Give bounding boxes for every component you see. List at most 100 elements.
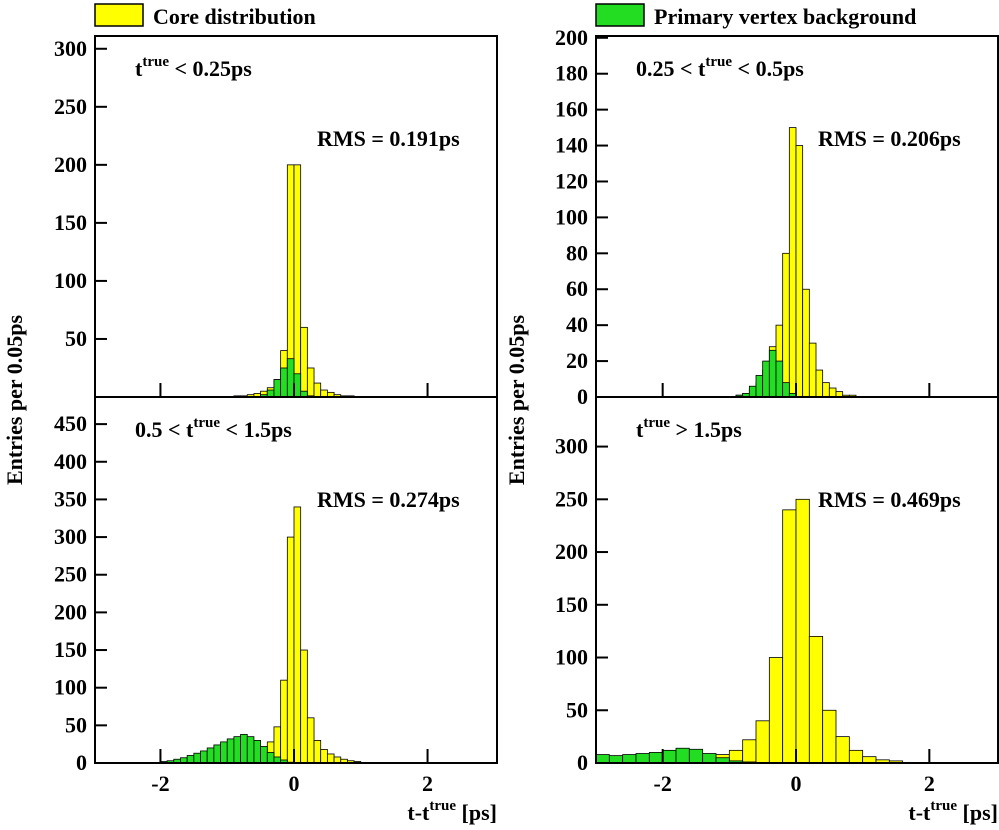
histogram-bar — [266, 752, 275, 764]
x-axis-title-part: [ps] — [957, 800, 998, 825]
y-tick-label: 300 — [555, 434, 588, 459]
histogram-bar — [293, 164, 302, 398]
legend-swatch — [94, 3, 144, 27]
y-tick-label: 100 — [555, 645, 588, 670]
legend-swatch — [595, 3, 645, 27]
x-tick-label: -2 — [654, 771, 672, 796]
histogram-bar — [306, 717, 315, 764]
histogram-bar — [848, 749, 864, 764]
y-tick-label: 80 — [566, 240, 588, 265]
histogram-bar — [320, 389, 328, 398]
histogram-bar — [280, 679, 288, 764]
histogram-bar — [782, 382, 790, 398]
histogram-bar — [206, 747, 215, 764]
y-tick-label: 350 — [54, 486, 87, 511]
y-tick-label: 20 — [566, 348, 588, 373]
x-axis-title: t-ttrue [ps] — [407, 798, 497, 825]
histogram-bar — [286, 358, 295, 398]
x-axis-title-part: t-t — [407, 800, 430, 825]
rms-label: RMS = 0.191ps — [317, 126, 460, 151]
histogram-bar — [320, 749, 328, 764]
panel-frame — [94, 396, 498, 764]
histogram-bar — [220, 741, 228, 764]
y-tick-label: 150 — [54, 637, 87, 662]
y-tick-label: 200 — [555, 539, 588, 564]
legend-label: Core distribution — [153, 4, 316, 29]
legend-label: Primary vertex background — [654, 4, 916, 29]
y-tick-label: 40 — [566, 312, 588, 337]
panel-annotation-part: 0.5 < t — [135, 417, 194, 442]
histogram-bar — [808, 636, 824, 764]
y-tick-label: 250 — [54, 94, 87, 119]
y-tick-label: 300 — [54, 524, 87, 549]
panel-annotation-part: > 1.5ps — [670, 417, 742, 442]
histogram-bar — [300, 649, 308, 764]
histogram-bar — [755, 375, 764, 398]
y-tick-label: 0 — [76, 750, 87, 775]
y-tick-label: 150 — [54, 210, 87, 235]
y-tick-label: 0 — [577, 384, 588, 409]
histogram-bar — [782, 509, 797, 764]
histogram-bar — [293, 373, 302, 398]
panel-annotation-sup: true — [643, 415, 670, 431]
histogram-bar — [828, 387, 837, 398]
histogram-bar — [260, 746, 268, 764]
x-axis-title: t-ttrue [ps] — [908, 798, 998, 825]
histogram-bar — [788, 127, 797, 398]
panel-annotation-part: < 1.5ps — [220, 417, 292, 442]
x-axis-title-sup: true — [930, 798, 957, 814]
histogram-bar — [266, 389, 275, 398]
histogram-bar — [675, 747, 690, 764]
panel-annotation: ttrue < 0.25ps — [135, 54, 252, 81]
histogram-bar — [595, 754, 610, 764]
panel-annotation-sup: true — [705, 54, 732, 70]
y-tick-label: 60 — [566, 276, 588, 301]
panel-annotation-part: < 0.5ps — [732, 56, 804, 81]
panel-annotation-sup: true — [193, 415, 220, 431]
y-tick-label: 100 — [54, 675, 87, 700]
y-tick-label: 250 — [555, 486, 588, 511]
y-tick-label: 200 — [54, 152, 87, 177]
histogram-bar — [280, 367, 288, 398]
x-axis-title-part: [ps] — [456, 800, 497, 825]
histogram-bar — [213, 744, 221, 764]
histogram-bar — [293, 506, 302, 764]
x-tick-label: 0 — [288, 771, 299, 796]
histogram-bar — [775, 360, 784, 398]
histogram-bar — [782, 252, 790, 398]
panel-annotation-part: < 0.25ps — [169, 56, 252, 81]
histogram-bar — [648, 752, 664, 764]
y-tick-label: 150 — [555, 592, 588, 617]
histogram-bar — [768, 349, 777, 398]
y-tick-label: 180 — [555, 61, 588, 86]
x-axis-title-part: t-t — [908, 800, 931, 825]
histogram-bar — [306, 367, 315, 398]
histogram-bar — [246, 736, 255, 764]
x-tick-label: -2 — [151, 771, 169, 796]
histogram-bar — [286, 536, 295, 764]
histogram-bar — [802, 288, 810, 398]
histogram-bar — [186, 755, 195, 764]
y-tick-label: 200 — [54, 599, 87, 624]
rms-label: RMS = 0.206ps — [818, 126, 961, 151]
y-tick-label: 200 — [555, 25, 588, 50]
histogram-bar — [326, 753, 335, 764]
histogram-bar — [702, 753, 717, 764]
histogram-bar — [742, 739, 757, 764]
histogram-bar — [822, 709, 837, 764]
y-tick-label: 450 — [54, 411, 87, 436]
histogram-bar — [835, 736, 850, 764]
panel-annotation: ttrue > 1.5ps — [636, 415, 742, 442]
y-axis-title: Entries per 0.05ps — [504, 315, 529, 486]
histogram-bar — [768, 657, 784, 764]
y-tick-label: 0 — [577, 750, 588, 775]
histogram-bar — [608, 755, 624, 764]
histogram-bar — [822, 382, 830, 398]
histogram-bar — [300, 326, 308, 398]
histogram-bar — [240, 733, 248, 764]
panel-annotation: 0.25 < ttrue < 0.5ps — [636, 54, 804, 81]
histogram-bar — [253, 740, 262, 764]
histogram-bar — [662, 749, 677, 764]
histogram-bar — [226, 738, 235, 764]
histogram-bar — [233, 736, 241, 764]
